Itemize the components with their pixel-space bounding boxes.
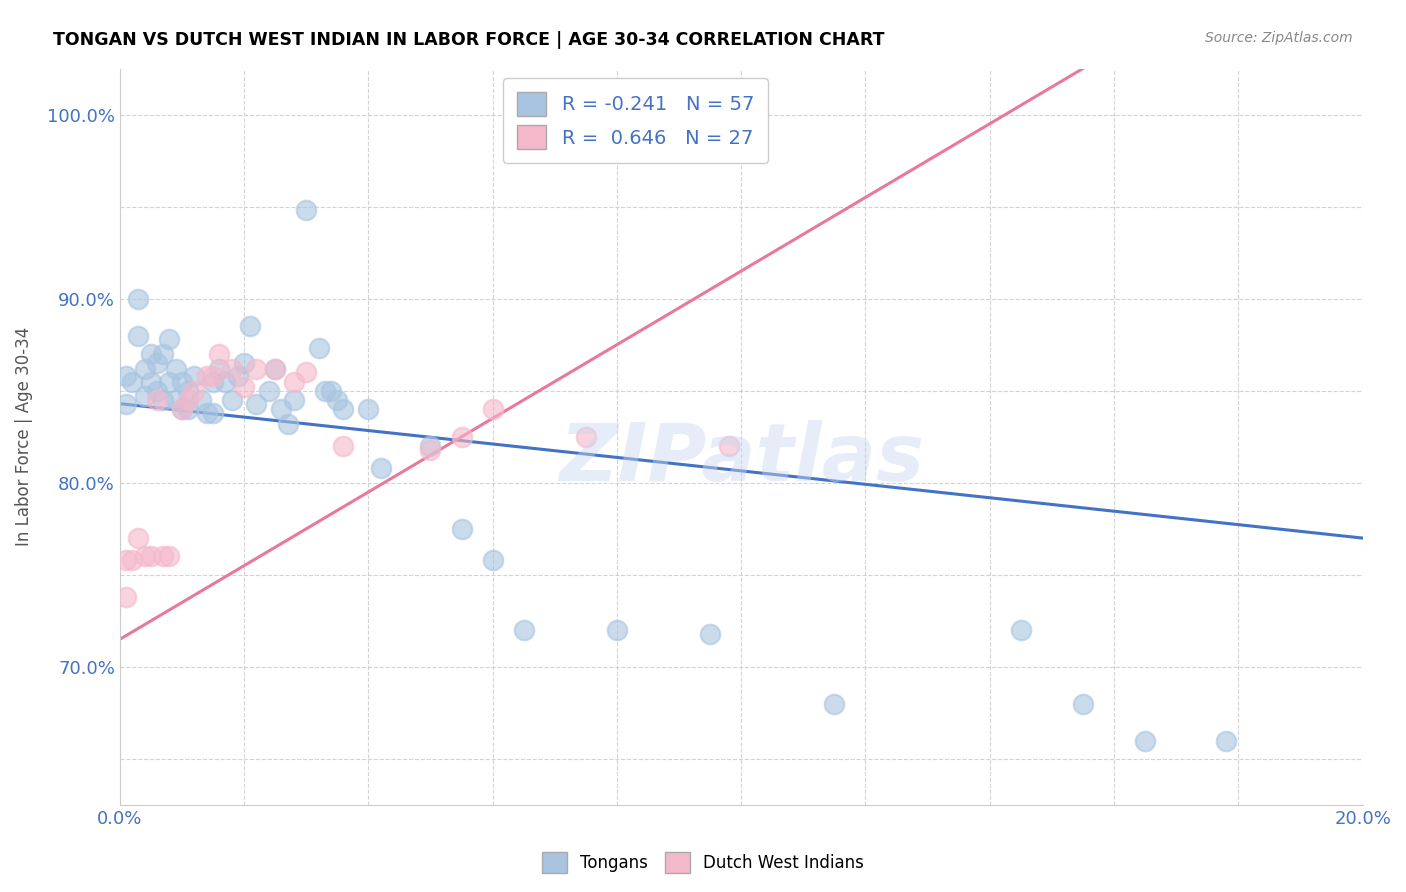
Point xyxy=(270,402,292,417)
Point xyxy=(134,361,156,376)
Point xyxy=(146,392,169,407)
Point xyxy=(699,627,721,641)
Point xyxy=(295,365,318,379)
Legend: R = -0.241   N = 57, R =  0.646   N = 27: R = -0.241 N = 57, R = 0.646 N = 27 xyxy=(503,78,768,162)
Point xyxy=(195,406,218,420)
Point xyxy=(575,430,598,444)
Point xyxy=(326,392,349,407)
Point xyxy=(127,328,149,343)
Point xyxy=(233,380,256,394)
Point xyxy=(332,439,354,453)
Point xyxy=(233,356,256,370)
Point xyxy=(357,402,380,417)
Point xyxy=(314,384,336,398)
Point xyxy=(481,402,503,417)
Point xyxy=(208,347,231,361)
Point xyxy=(481,553,503,567)
Point xyxy=(606,623,628,637)
Point xyxy=(295,203,318,218)
Point xyxy=(221,361,243,376)
Point xyxy=(177,384,200,398)
Point xyxy=(370,461,392,475)
Point xyxy=(127,531,149,545)
Point xyxy=(201,369,224,384)
Point xyxy=(159,375,181,389)
Point xyxy=(165,361,187,376)
Point xyxy=(115,590,138,604)
Point xyxy=(450,522,472,536)
Point xyxy=(319,384,342,398)
Legend: Tongans, Dutch West Indians: Tongans, Dutch West Indians xyxy=(536,846,870,880)
Point xyxy=(159,549,181,564)
Point xyxy=(308,342,330,356)
Point xyxy=(159,332,181,346)
Point xyxy=(139,375,162,389)
Point xyxy=(208,361,231,376)
Point xyxy=(115,553,138,567)
Point xyxy=(195,369,218,384)
Point xyxy=(221,392,243,407)
Point xyxy=(139,347,162,361)
Point xyxy=(257,384,280,398)
Point xyxy=(139,549,162,564)
Point xyxy=(146,356,169,370)
Point xyxy=(512,623,534,637)
Point xyxy=(1215,733,1237,747)
Point xyxy=(170,375,193,389)
Point xyxy=(1133,733,1156,747)
Point xyxy=(115,397,138,411)
Point xyxy=(1010,623,1032,637)
Point xyxy=(332,402,354,417)
Text: Source: ZipAtlas.com: Source: ZipAtlas.com xyxy=(1205,31,1353,45)
Point xyxy=(165,392,187,407)
Point xyxy=(419,442,441,457)
Point xyxy=(183,384,205,398)
Point xyxy=(134,389,156,403)
Point xyxy=(201,406,224,420)
Point xyxy=(121,553,143,567)
Text: ZIPatlas: ZIPatlas xyxy=(558,420,924,498)
Point xyxy=(146,384,169,398)
Point xyxy=(201,375,224,389)
Point xyxy=(264,361,287,376)
Point xyxy=(121,375,143,389)
Text: TONGAN VS DUTCH WEST INDIAN IN LABOR FORCE | AGE 30-34 CORRELATION CHART: TONGAN VS DUTCH WEST INDIAN IN LABOR FOR… xyxy=(53,31,884,49)
Point xyxy=(152,392,174,407)
Point xyxy=(419,439,441,453)
Point xyxy=(170,402,193,417)
Point xyxy=(283,375,305,389)
Point xyxy=(134,549,156,564)
Point xyxy=(245,397,267,411)
Point xyxy=(152,347,174,361)
Point xyxy=(277,417,299,431)
Point xyxy=(245,361,267,376)
Point xyxy=(152,549,174,564)
Point xyxy=(283,392,305,407)
Point xyxy=(183,369,205,384)
Point xyxy=(226,369,249,384)
Point xyxy=(717,439,740,453)
Point xyxy=(170,402,193,417)
Point xyxy=(823,697,845,711)
Point xyxy=(450,430,472,444)
Point xyxy=(1071,697,1094,711)
Point xyxy=(127,292,149,306)
Point xyxy=(177,402,200,417)
Point xyxy=(264,361,287,376)
Y-axis label: In Labor Force | Age 30-34: In Labor Force | Age 30-34 xyxy=(15,327,32,547)
Point xyxy=(177,392,200,407)
Point xyxy=(190,392,212,407)
Point xyxy=(239,319,262,334)
Point xyxy=(214,375,236,389)
Point xyxy=(115,369,138,384)
